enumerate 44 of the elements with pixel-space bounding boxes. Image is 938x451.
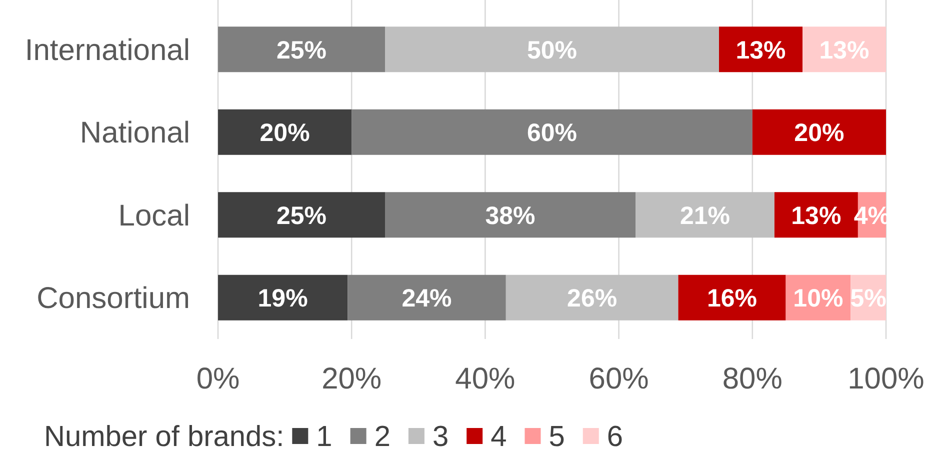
data-label: 60% [526, 119, 578, 148]
y-tick-label: Local [118, 199, 190, 232]
data-label: 16% [707, 284, 758, 313]
data-label: 20% [794, 119, 844, 148]
legend-title: Number of brands: [44, 421, 284, 451]
legend-label: 5 [548, 421, 565, 451]
x-tick-label: 60% [588, 362, 649, 396]
legend-label: 6 [606, 421, 624, 451]
y-tick-label: Consortium [36, 282, 190, 316]
data-label: 21% [680, 202, 730, 230]
x-tick-label: 0% [196, 362, 240, 396]
bar [752, 109, 886, 155]
bar [348, 274, 506, 320]
y-tick-label: National [80, 116, 190, 150]
data-label: 13% [791, 202, 842, 230]
data-label: 20% [260, 119, 310, 148]
data-label: 24% [402, 284, 452, 313]
bar [218, 192, 385, 238]
legend-label: 2 [374, 421, 390, 451]
bar [636, 192, 774, 238]
y-tick-label: International [24, 34, 190, 67]
legend-label: 4 [490, 421, 507, 451]
x-tick-label: 100% [848, 362, 924, 396]
data-label: 25% [276, 36, 327, 64]
data-label: 50% [526, 36, 578, 64]
bar [218, 274, 348, 320]
x-tick-label: 80% [722, 362, 782, 396]
data-label: 10% [793, 284, 844, 313]
bar [385, 26, 719, 72]
x-tick-label: 20% [322, 362, 382, 396]
bar [506, 274, 678, 320]
bar [678, 274, 786, 320]
legend-label: 1 [316, 421, 332, 451]
bar [218, 109, 352, 155]
data-label: 25% [276, 202, 327, 230]
bar [385, 192, 636, 238]
bar [352, 109, 752, 155]
data-label: 26% [567, 284, 618, 313]
data-label: 19% [258, 284, 308, 313]
legend-label: 3 [432, 421, 449, 451]
x-tick-label: 40% [455, 362, 516, 396]
bar [218, 26, 385, 72]
data-label: 38% [485, 202, 536, 230]
data-label: 13% [736, 36, 786, 64]
